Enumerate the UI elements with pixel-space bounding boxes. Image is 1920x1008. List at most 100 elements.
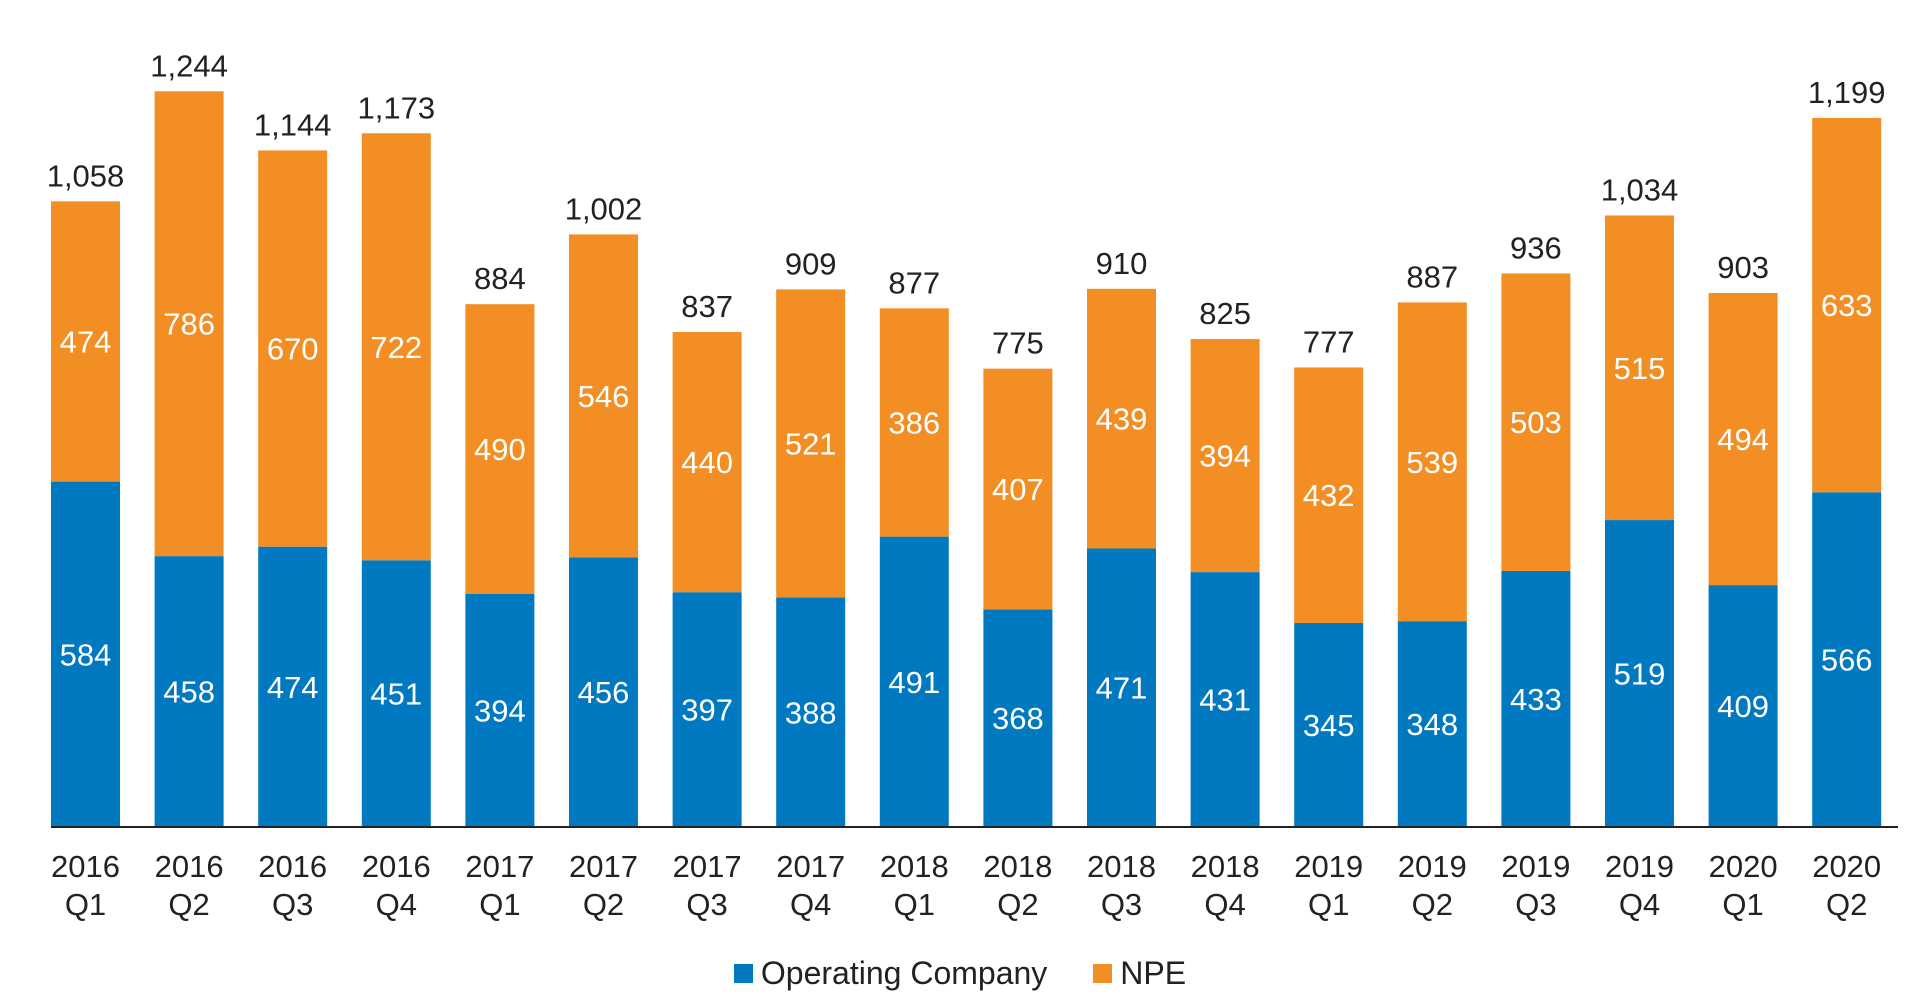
x-tick-label-quarter: Q2 (168, 887, 209, 922)
data-label-operating-company: 566 (1821, 643, 1873, 678)
total-label: 910 (1096, 246, 1148, 281)
total-label: 777 (1303, 324, 1355, 359)
x-tick-label-quarter: Q1 (1722, 887, 1763, 922)
data-label-operating-company: 345 (1303, 708, 1355, 743)
total-label: 903 (1717, 250, 1769, 285)
x-tick-label-year: 2016 (362, 849, 431, 884)
x-tick-label-year: 2017 (465, 849, 534, 884)
data-label-operating-company: 451 (370, 677, 422, 712)
bar-operating-company (361, 560, 431, 827)
x-tick-label-quarter: Q2 (1826, 887, 1867, 922)
legend-label-npe: NPE (1120, 955, 1187, 991)
x-tick-label-quarter: Q4 (1204, 887, 1245, 922)
total-label: 1,034 (1601, 172, 1679, 207)
bar-operating-company (1190, 572, 1260, 827)
bar-npe (569, 234, 638, 558)
x-tick-label-year: 2019 (1605, 849, 1674, 884)
data-label-operating-company: 491 (888, 665, 940, 700)
bar-npe (1397, 302, 1467, 622)
data-label-operating-company: 409 (1717, 689, 1769, 724)
x-tick-label-quarter: Q2 (583, 887, 624, 922)
data-label-npe: 670 (267, 332, 319, 367)
data-label-npe: 786 (163, 307, 215, 342)
total-label: 909 (785, 246, 837, 281)
data-label-npe: 515 (1614, 351, 1666, 386)
data-label-operating-company: 584 (60, 637, 112, 672)
legend-swatch-npe (1093, 964, 1113, 983)
total-label: 884 (474, 261, 526, 296)
bar-operating-company (1708, 585, 1778, 827)
bar-operating-company (1605, 520, 1674, 827)
data-label-npe: 521 (785, 426, 837, 461)
data-label-operating-company: 474 (267, 670, 319, 705)
x-tick-label-quarter: Q3 (1515, 887, 1556, 922)
data-label-operating-company: 394 (474, 693, 526, 728)
x-tick-label-year: 2017 (673, 849, 742, 884)
total-label: 1,144 (254, 107, 332, 142)
data-label-operating-company: 458 (163, 675, 215, 710)
x-tick-label-quarter: Q2 (1412, 887, 1453, 922)
legend-item-npe: NPE (1093, 955, 1186, 992)
data-label-npe: 439 (1096, 402, 1148, 437)
total-label: 775 (992, 326, 1044, 361)
x-tick-label-year: 2020 (1812, 849, 1881, 884)
x-tick-label-quarter: Q2 (997, 887, 1038, 922)
bar-npe (672, 331, 742, 593)
total-label: 1,058 (47, 158, 125, 193)
data-label-npe: 490 (474, 432, 526, 467)
bar-operating-company (1501, 570, 1571, 827)
legend-label-operating-company: Operating Company (760, 955, 1048, 991)
x-tick-label-quarter: Q3 (272, 887, 313, 922)
bar-npe (51, 201, 120, 482)
data-label-npe: 394 (1199, 439, 1251, 474)
total-label: 1,199 (1808, 75, 1886, 110)
data-label-npe: 386 (888, 405, 940, 440)
bar-npe (879, 308, 949, 537)
x-tick-label-quarter: Q3 (1101, 887, 1142, 922)
x-tick-label-year: 2018 (880, 849, 949, 884)
bar-operating-company (465, 593, 535, 827)
data-label-npe: 722 (370, 330, 422, 365)
bar-operating-company (776, 597, 846, 827)
x-tick-label-year: 2018 (1087, 849, 1156, 884)
data-label-npe: 546 (578, 379, 630, 414)
bar-operating-company (1397, 621, 1467, 827)
bar-npe (1812, 117, 1882, 493)
data-label-operating-company: 456 (578, 675, 630, 710)
bar-operating-company (672, 592, 742, 827)
bar-npe (1708, 292, 1778, 586)
data-label-operating-company: 431 (1199, 683, 1251, 718)
x-tick-label-quarter: Q1 (894, 887, 935, 922)
bar-npe (258, 150, 328, 547)
x-tick-label-quarter: Q1 (479, 887, 520, 922)
x-tick-label-quarter: Q4 (790, 887, 831, 922)
data-label-operating-company: 388 (785, 695, 837, 730)
data-label-npe: 503 (1510, 405, 1562, 440)
bar-npe (154, 91, 224, 557)
total-label: 887 (1406, 259, 1458, 294)
x-tick-label-year: 2017 (569, 849, 638, 884)
bar-operating-company (51, 481, 120, 827)
bar-npe (983, 368, 1053, 610)
data-label-npe: 407 (992, 472, 1044, 507)
total-label: 936 (1510, 230, 1562, 265)
legend-item-operating-company: Operating Company (733, 955, 1048, 992)
bar-operating-company (154, 556, 224, 827)
x-tick-label-year: 2017 (776, 849, 845, 884)
data-label-npe: 440 (681, 445, 733, 480)
x-tick-label-quarter: Q4 (1619, 887, 1660, 922)
bar-npe (465, 304, 535, 594)
bar-npe (361, 133, 431, 561)
bar-npe (1605, 215, 1674, 521)
x-tick-label-year: 2019 (1294, 849, 1363, 884)
x-tick-label-year: 2019 (1398, 849, 1467, 884)
bar-operating-company (569, 557, 638, 827)
bar-operating-company (1087, 548, 1156, 827)
x-tick-label-year: 2016 (155, 849, 224, 884)
x-tick-label-quarter: Q4 (376, 887, 417, 922)
legend-swatch-operating-company (733, 964, 753, 983)
data-label-npe: 539 (1406, 445, 1458, 480)
bar-operating-company (879, 536, 949, 827)
